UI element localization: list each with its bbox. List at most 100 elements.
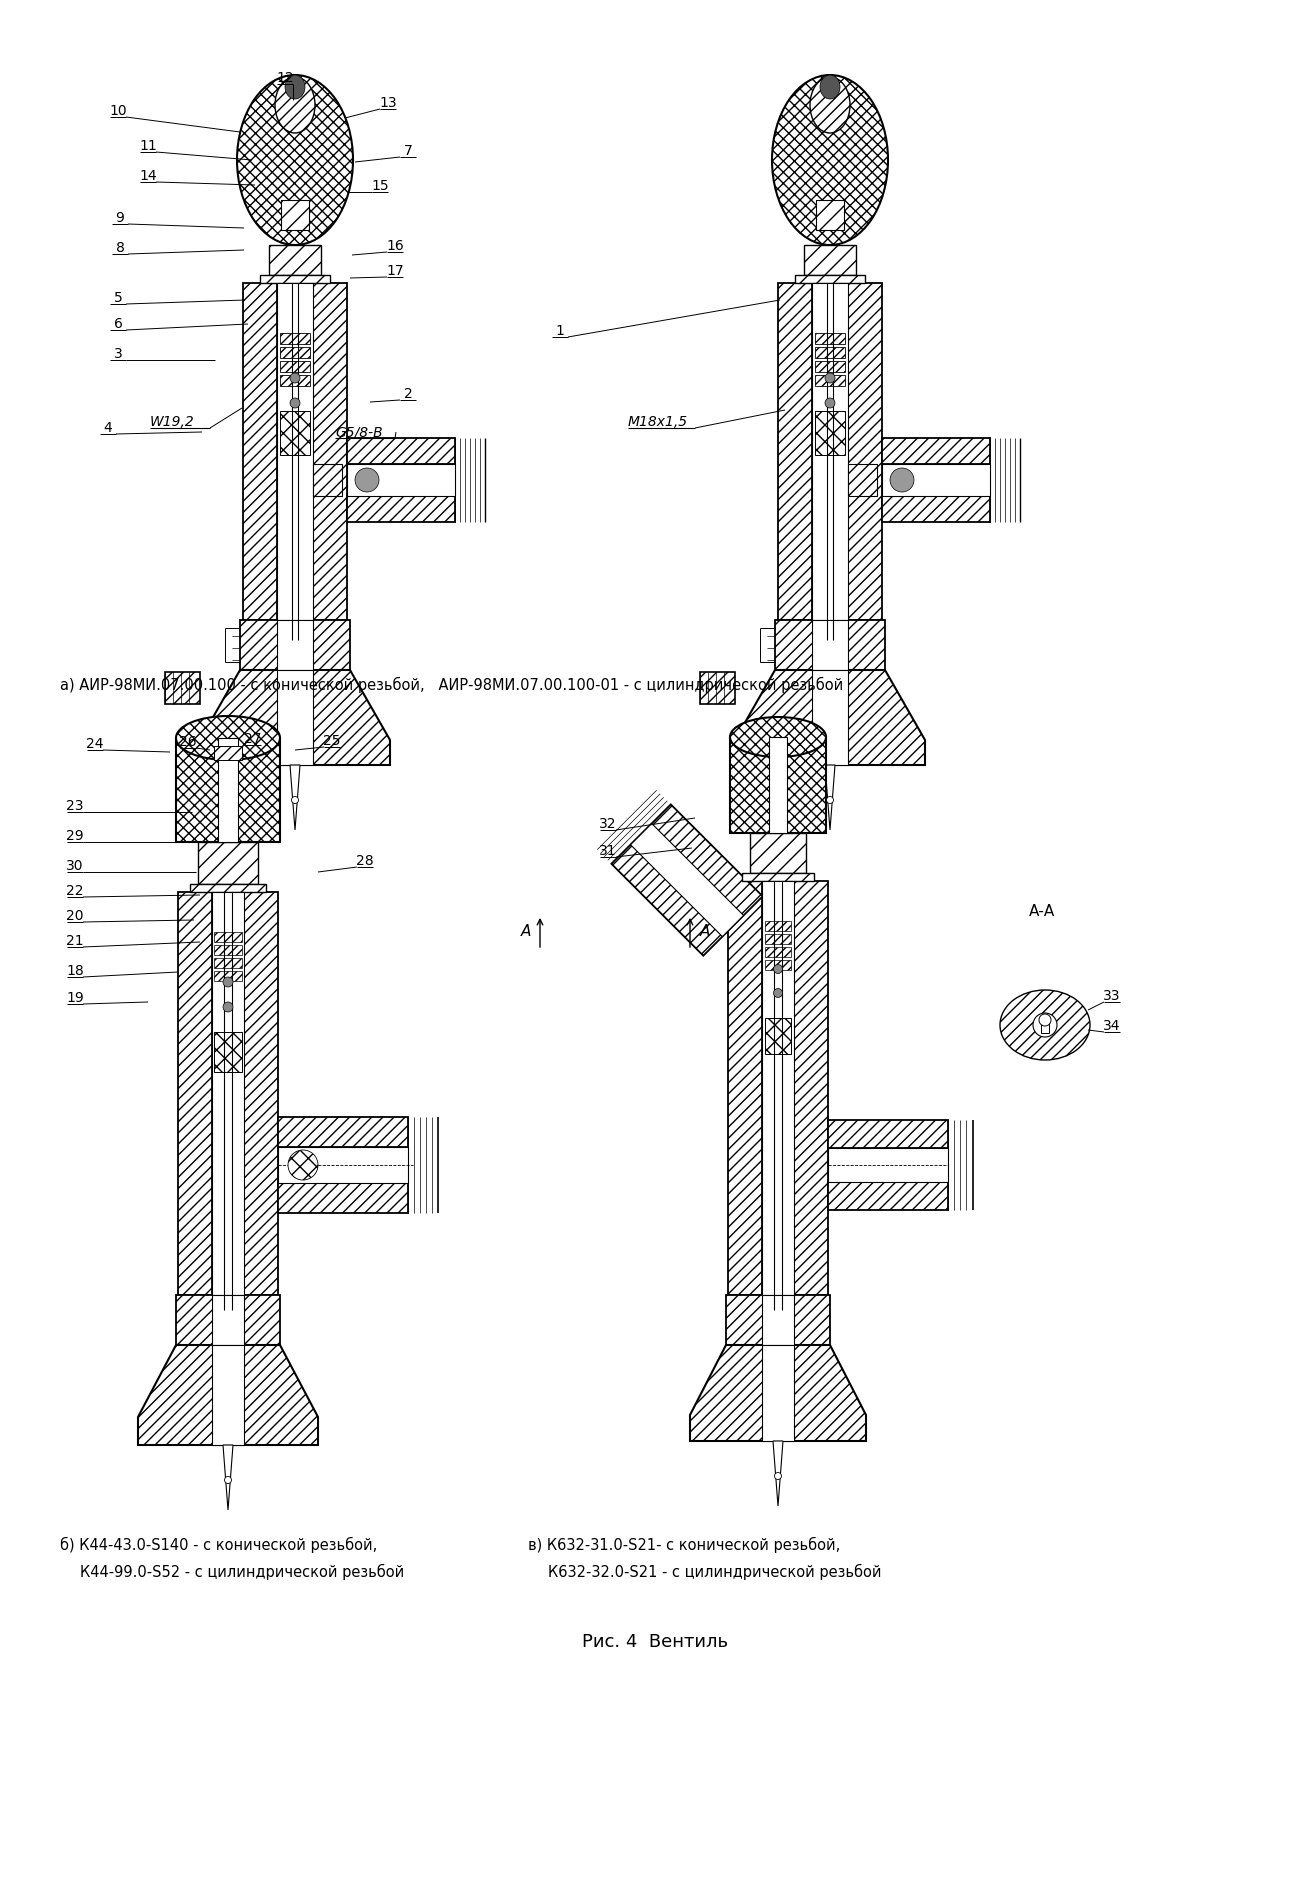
Text: 27: 27 <box>244 732 262 747</box>
Polygon shape <box>280 361 310 372</box>
Polygon shape <box>280 410 310 454</box>
Polygon shape <box>828 1148 948 1182</box>
Text: А: А <box>521 925 531 939</box>
Polygon shape <box>176 1296 280 1345</box>
Polygon shape <box>762 1296 794 1345</box>
Text: 31: 31 <box>599 844 617 859</box>
Polygon shape <box>765 1018 791 1055</box>
Ellipse shape <box>275 78 314 133</box>
Polygon shape <box>794 882 828 1296</box>
Text: А-А: А-А <box>1028 904 1055 920</box>
Bar <box>816 200 844 230</box>
Ellipse shape <box>1039 1015 1051 1026</box>
Polygon shape <box>828 1119 948 1148</box>
Polygon shape <box>735 671 925 766</box>
Polygon shape <box>765 946 791 958</box>
Text: 25: 25 <box>324 733 341 749</box>
Polygon shape <box>726 1296 831 1345</box>
Text: 7: 7 <box>403 144 413 158</box>
Text: G5/8-B: G5/8-B <box>335 426 383 439</box>
Text: 15: 15 <box>371 179 389 194</box>
Polygon shape <box>612 804 762 956</box>
Polygon shape <box>280 348 310 357</box>
Polygon shape <box>214 958 242 967</box>
Ellipse shape <box>223 977 233 986</box>
Polygon shape <box>765 935 791 944</box>
Ellipse shape <box>290 397 300 408</box>
Polygon shape <box>214 933 242 942</box>
Text: 14: 14 <box>139 169 157 182</box>
Text: К44-99.0-S52 - с цилиндрической резьбой: К44-99.0-S52 - с цилиндрической резьбой <box>80 1564 405 1581</box>
Polygon shape <box>812 671 848 766</box>
Polygon shape <box>882 496 990 522</box>
Bar <box>816 200 844 230</box>
Polygon shape <box>214 747 242 760</box>
Polygon shape <box>240 619 350 671</box>
Ellipse shape <box>773 965 782 973</box>
Polygon shape <box>259 276 330 283</box>
Ellipse shape <box>237 74 352 245</box>
Text: б) К44-43.0-S140 - с конической резьбой,: б) К44-43.0-S140 - с конической резьбой, <box>60 1537 377 1552</box>
Ellipse shape <box>1034 1013 1057 1037</box>
Polygon shape <box>280 374 310 386</box>
Polygon shape <box>313 283 347 619</box>
Polygon shape <box>313 464 342 496</box>
Polygon shape <box>751 832 806 872</box>
Polygon shape <box>242 283 276 619</box>
Ellipse shape <box>176 716 280 760</box>
Polygon shape <box>741 872 814 882</box>
Polygon shape <box>815 410 845 454</box>
Polygon shape <box>214 971 242 980</box>
Polygon shape <box>762 1345 794 1440</box>
Text: 16: 16 <box>386 239 403 253</box>
Text: А: А <box>700 925 710 939</box>
Polygon shape <box>882 439 990 464</box>
Polygon shape <box>212 1296 244 1345</box>
Text: 23: 23 <box>67 800 84 813</box>
Text: 2: 2 <box>403 388 413 401</box>
Polygon shape <box>347 496 455 522</box>
Ellipse shape <box>772 74 888 245</box>
Polygon shape <box>630 823 744 937</box>
Text: а) АИР-98МИ.07.00.100 - с конической резьбой,   АИР-98МИ.07.00.100-01 - с цилинд: а) АИР-98МИ.07.00.100 - с конической рез… <box>60 676 844 694</box>
Ellipse shape <box>223 1001 233 1013</box>
Polygon shape <box>178 891 212 1296</box>
Polygon shape <box>776 619 886 671</box>
Polygon shape <box>138 1345 318 1446</box>
Polygon shape <box>815 361 845 372</box>
Polygon shape <box>690 1345 866 1440</box>
Polygon shape <box>198 842 258 884</box>
Text: 9: 9 <box>115 211 124 224</box>
Text: 8: 8 <box>115 241 124 255</box>
Polygon shape <box>778 283 812 619</box>
Text: 3: 3 <box>114 348 122 361</box>
Polygon shape <box>269 245 321 275</box>
Ellipse shape <box>288 1150 318 1180</box>
Ellipse shape <box>730 716 827 756</box>
Text: 33: 33 <box>1103 990 1121 1003</box>
Ellipse shape <box>292 796 299 804</box>
Text: 11: 11 <box>139 139 157 154</box>
Polygon shape <box>214 1032 242 1072</box>
Text: 19: 19 <box>66 992 84 1005</box>
Polygon shape <box>278 1117 407 1148</box>
Polygon shape <box>165 673 200 705</box>
Text: 13: 13 <box>379 97 397 110</box>
Ellipse shape <box>774 1472 782 1480</box>
Text: 20: 20 <box>67 908 84 923</box>
Text: 1: 1 <box>555 325 565 338</box>
Text: 26: 26 <box>179 735 196 749</box>
Ellipse shape <box>825 397 834 408</box>
Ellipse shape <box>820 74 840 99</box>
Text: 29: 29 <box>67 828 84 844</box>
Text: 21: 21 <box>67 935 84 948</box>
Polygon shape <box>278 1184 407 1212</box>
Bar <box>282 200 309 230</box>
Ellipse shape <box>355 467 379 492</box>
Polygon shape <box>223 1446 233 1511</box>
Text: К632-32.0-S21 - с цилиндрической резьбой: К632-32.0-S21 - с цилиндрической резьбой <box>548 1564 882 1581</box>
Text: 12: 12 <box>276 70 293 86</box>
Polygon shape <box>347 439 455 464</box>
Polygon shape <box>276 619 313 671</box>
Polygon shape <box>828 1182 948 1210</box>
